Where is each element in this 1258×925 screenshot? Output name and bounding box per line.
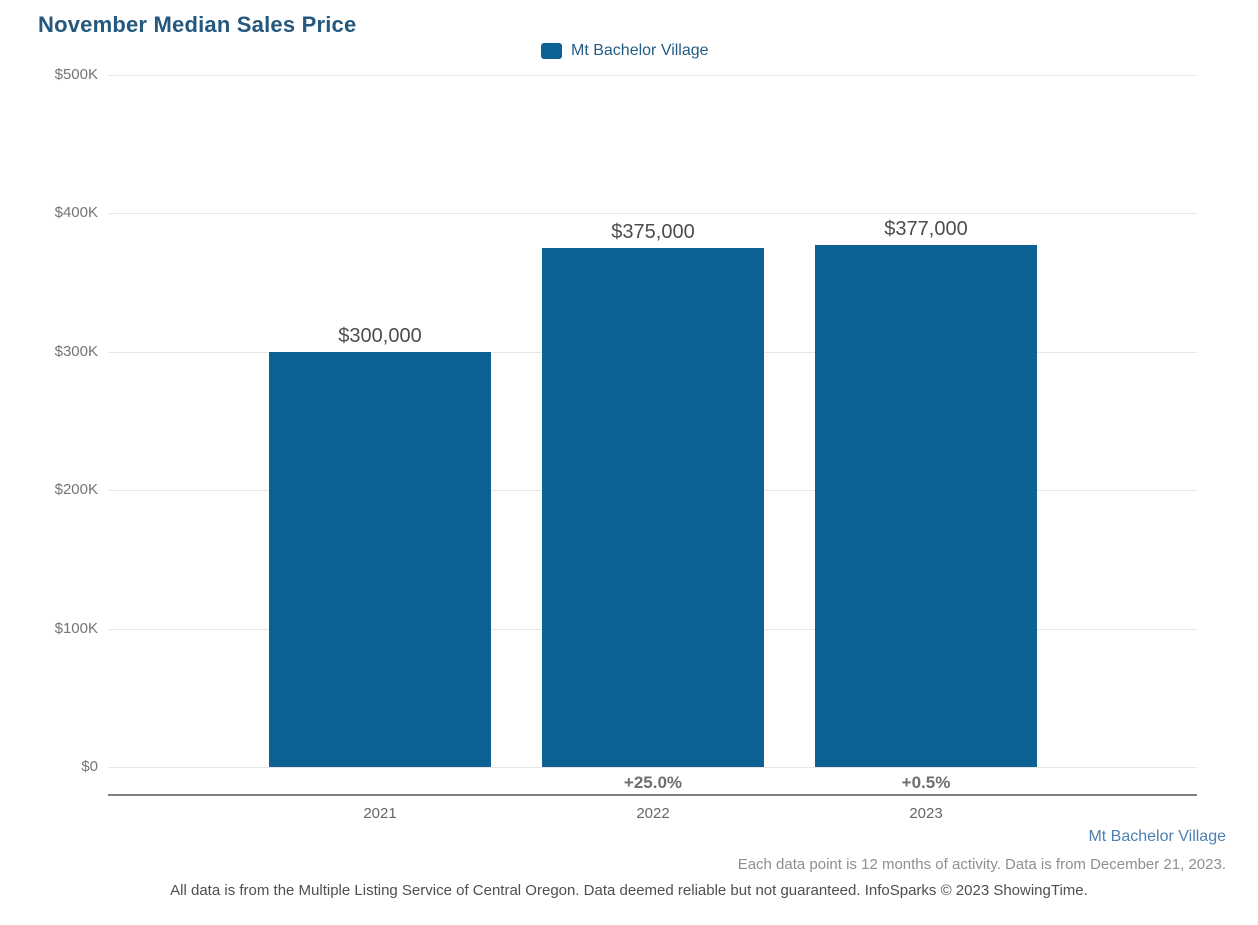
chart-title: November Median Sales Price [38,12,357,37]
y-axis-tick-label: $300K [54,343,98,360]
y-axis-tick-label: $100K [54,620,98,637]
legend-series-label: Mt Bachelor Village [571,42,709,59]
footer-disclaimer: All data is from the Multiple Listing Se… [170,882,1088,899]
y-gridline [108,213,1197,214]
bar-2023[interactable] [815,245,1037,767]
y-gridline [108,75,1197,76]
x-axis-tick-label: 2021 [363,805,397,822]
bar-value-label: $300,000 [338,325,422,347]
pct-change-label: +0.5% [901,773,951,792]
bar-2022[interactable] [542,248,764,767]
bar-2021[interactable] [269,352,491,767]
y-axis-tick-label: $500K [54,66,98,83]
footer-activity-note: Each data point is 12 months of activity… [737,856,1226,873]
bar-value-label: $375,000 [611,221,695,243]
bar-value-label: $377,000 [884,218,968,240]
y-axis-tick-label: $0 [81,758,98,775]
y-axis-tick-label: $200K [54,481,98,498]
x-axis-tick-label: 2023 [909,805,943,822]
y-axis-tick-label: $400K [54,204,98,221]
y-gridline [108,767,1197,768]
x-axis-tick-label: 2022 [636,805,670,822]
footer-series-name[interactable]: Mt Bachelor Village [1088,828,1226,845]
legend-swatch-icon [541,43,562,59]
pct-change-label: +25.0% [623,773,683,792]
x-axis-line [108,794,1197,796]
legend[interactable]: Mt Bachelor Village [541,42,709,60]
